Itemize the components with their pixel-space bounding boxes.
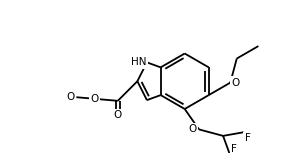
- Text: O: O: [114, 110, 122, 120]
- Text: F: F: [244, 133, 250, 143]
- Text: F: F: [231, 144, 237, 154]
- Text: O: O: [231, 78, 240, 88]
- Text: HN: HN: [131, 57, 147, 67]
- Text: O: O: [189, 124, 197, 134]
- Text: O: O: [66, 92, 74, 102]
- Text: O: O: [90, 94, 98, 104]
